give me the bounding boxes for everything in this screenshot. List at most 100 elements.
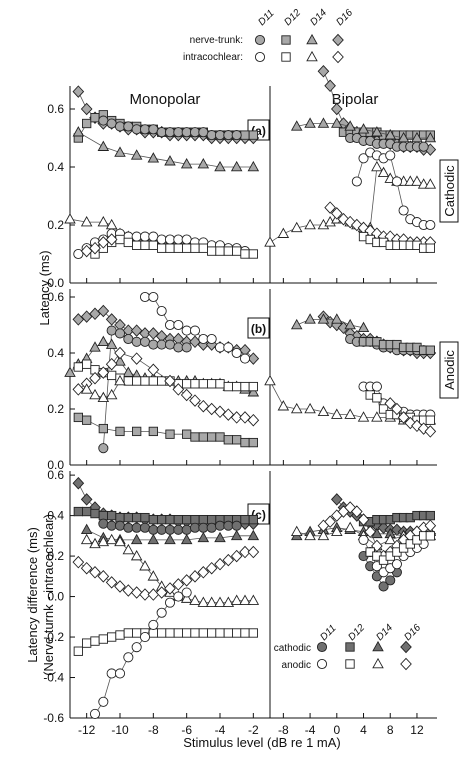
data-point [132, 376, 142, 386]
data-point [123, 376, 133, 386]
legend-marker-d14 [372, 657, 384, 669]
data-point [182, 243, 192, 253]
series-d11-anodic [89, 587, 192, 720]
data-point [105, 357, 118, 371]
side-label-anodic-box: Anodic [439, 341, 459, 399]
data-point [351, 505, 363, 518]
data-point [344, 521, 356, 532]
data-point [344, 408, 356, 419]
data-point [157, 243, 167, 253]
series-d12-nerve-trunk [358, 337, 435, 355]
data-point [123, 333, 134, 345]
data-point [148, 291, 159, 303]
series-d12-intracochlear [358, 231, 435, 253]
data-point [156, 305, 167, 317]
x-tick-label: 4 [360, 723, 367, 737]
data-point [164, 582, 176, 595]
legend-electrode-d12: D12 [282, 7, 303, 28]
data-point [331, 408, 343, 419]
data-point [198, 243, 208, 253]
data-point [248, 628, 258, 638]
data-point [164, 127, 176, 138]
series-d14-anodic [80, 533, 260, 607]
y-tick-label: 0.4 [47, 160, 64, 174]
series-d12-cathodic [358, 510, 435, 527]
panel-a-monopolar: 0.0 0.2 0.4 0.6 [47, 85, 270, 290]
panel-b-monopolar: 0.0 0.2 0.4 0.6 [47, 289, 270, 472]
legend-label-nerve-trunk: nerve-trunk: [190, 35, 243, 46]
legend-marker-d16 [332, 50, 344, 64]
data-point [397, 411, 410, 424]
data-point [130, 149, 143, 160]
series-d11-intracochlear [351, 147, 436, 231]
data-point [132, 426, 142, 437]
series-d12-anodic [365, 531, 435, 565]
data-point [214, 342, 226, 353]
data-point [181, 524, 192, 535]
data-point [97, 391, 110, 403]
data-point [189, 394, 201, 407]
data-point [130, 324, 143, 337]
data-point [148, 628, 158, 638]
data-point [371, 411, 383, 422]
data-point [97, 304, 110, 318]
data-point [264, 236, 276, 247]
data-point [385, 575, 396, 586]
panel-c-monopolar: -0.6 -0.4 -0.2 0.0 0.2 0.4 0.6 -12 -10 -8 -6 -4 -2 [43, 468, 270, 737]
series-d12-cathodic [73, 506, 258, 525]
y-tick-label: 0.4 [47, 346, 64, 360]
data-point [172, 383, 185, 396]
data-point [106, 668, 117, 679]
data-point [384, 533, 397, 545]
data-point [317, 313, 330, 324]
data-point [106, 118, 117, 129]
panel-label-b: (b) [247, 317, 270, 339]
x-tick-label: -4 [305, 723, 316, 737]
legend-marker-d14 [306, 33, 318, 45]
legend-electrode-d11: D11 [256, 8, 276, 28]
data-point [358, 534, 369, 545]
data-point [173, 243, 183, 253]
data-point [132, 240, 142, 250]
data-point [89, 566, 101, 579]
data-point [82, 415, 92, 425]
data-point [72, 476, 85, 490]
data-point [223, 246, 233, 256]
data-point [164, 155, 176, 166]
legend-marker-d14 [372, 640, 384, 652]
data-point [105, 218, 118, 230]
data-point [180, 157, 193, 169]
data-point [123, 652, 134, 663]
y-tick-label: 0.0 [47, 276, 64, 290]
data-point [114, 328, 126, 339]
data-point [324, 515, 336, 528]
data-point [156, 127, 167, 138]
data-point [97, 236, 110, 249]
data-point [248, 130, 258, 140]
data-point [371, 160, 383, 172]
data-point [331, 525, 343, 537]
data-point [165, 514, 175, 525]
side-label-anodic: Anodic [442, 350, 457, 390]
y-tick-label: 0.2 [47, 402, 64, 416]
legend-marker-d12 [281, 52, 291, 62]
data-point [330, 493, 343, 506]
data-point [148, 376, 158, 386]
series-d14-intracochlear [264, 374, 437, 425]
legend-marker-d12 [281, 35, 291, 45]
series-d14-intracochlear [80, 374, 126, 403]
data-point [139, 291, 151, 303]
data-point [290, 221, 303, 233]
data-point [317, 117, 330, 128]
y-axis-label-latency-difference: Latency difference (ms) [25, 527, 40, 663]
data-point [164, 533, 176, 545]
legend-electrode-d16: D16 [334, 7, 355, 28]
data-point [223, 342, 234, 353]
data-point [324, 201, 336, 214]
data-point [247, 160, 260, 172]
data-point [173, 591, 184, 602]
data-point [371, 126, 383, 137]
data-point [248, 514, 258, 525]
y-tick-label: -0.2 [43, 630, 64, 644]
data-point [114, 374, 126, 386]
